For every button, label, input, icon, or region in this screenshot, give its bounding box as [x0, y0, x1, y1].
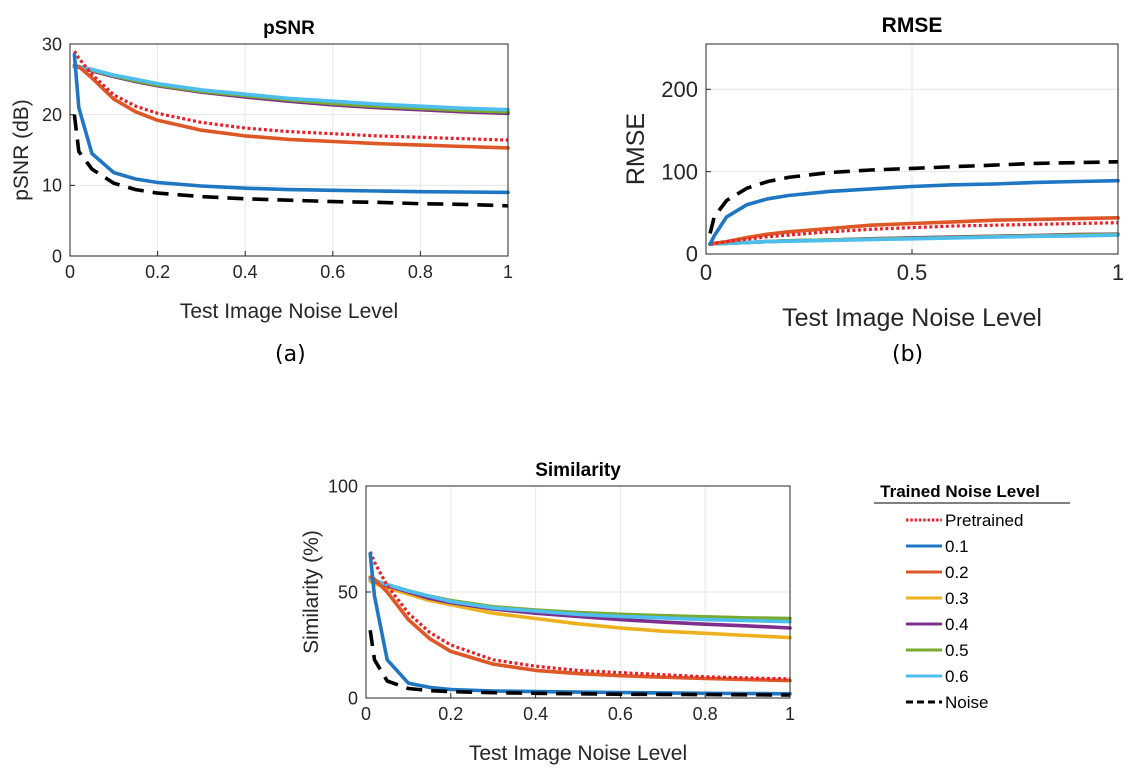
- psnr-xtick-label: 0: [65, 262, 75, 282]
- psnr-ytick-label: 20: [42, 105, 62, 125]
- rmse-xtick-label: 1: [1112, 260, 1124, 285]
- psnr-series-0-6: [72, 64, 510, 112]
- similarity-ylabel: Similarity (%): [300, 530, 323, 654]
- similarity-series-0-2: [368, 575, 792, 683]
- legend-title: Trained Noise Level: [880, 482, 1040, 501]
- psnr-axes-box: [69, 43, 509, 257]
- caption-a: (a): [275, 342, 306, 367]
- rmse-series-0-1: [708, 178, 1120, 246]
- rmse-ylabel: RMSE: [622, 113, 650, 185]
- similarity-series-pretrained: [368, 551, 791, 681]
- psnr-series-0-5: [72, 64, 510, 114]
- psnr-xtick-label: 0.8: [408, 262, 433, 282]
- similarity-xlabel: Test Image Noise Level: [469, 742, 687, 765]
- legend-label-0-3: 0.3: [945, 589, 969, 608]
- similarity-ytick-label: 50: [338, 582, 358, 602]
- psnr-title: pSNR: [263, 18, 315, 39]
- chart-similarity: 0 0.2 0.4 0.6 0.8 1 0 50 100 Similarity Test Image…: [300, 460, 795, 765]
- psnr-xtick-label: 0.2: [145, 262, 170, 282]
- rmse-ytick-label: 200: [661, 77, 698, 102]
- psnr-series-pretrained: [73, 50, 509, 142]
- rmse-xtick-label: 0.5: [897, 260, 928, 285]
- similarity-xtick-label: 0.8: [693, 704, 718, 724]
- rmse-series-pretrained: [709, 221, 1119, 246]
- similarity-ytick-label: 0: [348, 688, 358, 708]
- psnr-ytick-label: 30: [42, 34, 62, 54]
- chart-rmse: 0 0.5 1 0 100 200 RMSE Test Image Noise Level RM…: [622, 14, 1124, 332]
- rmse-title: RMSE: [882, 14, 943, 37]
- legend-label-pretrained: Pretrained: [945, 511, 1023, 530]
- similarity-xtick-label: 0.2: [438, 704, 463, 724]
- psnr-series-noise: [72, 114, 509, 208]
- rmse-ytick-label: 100: [661, 159, 698, 184]
- legend-label-0-6: 0.6: [945, 667, 969, 686]
- rmse-series-0-2: [708, 216, 1120, 246]
- psnr-xlabel: Test Image Noise Level: [180, 300, 398, 323]
- similarity-ytick-label: 100: [328, 476, 358, 496]
- psnr-xtick-label: 1: [503, 262, 513, 282]
- rmse-axes-box: [705, 43, 1119, 255]
- similarity-xtick-label: 1: [785, 704, 795, 724]
- legend-label-0-1: 0.1: [945, 537, 969, 556]
- psnr-ytick-label: 0: [52, 246, 62, 266]
- similarity-xtick-label: 0.4: [523, 704, 548, 724]
- legend-label-0-2: 0.2: [945, 563, 969, 582]
- psnr-xtick-label: 0.4: [233, 262, 258, 282]
- rmse-ytick-label: 0: [686, 242, 698, 267]
- similarity-xtick-label: 0: [361, 704, 371, 724]
- similarity-title: Similarity: [535, 460, 621, 481]
- rmse-xlabel: Test Image Noise Level: [782, 304, 1042, 332]
- psnr-ytick-label: 10: [42, 176, 62, 196]
- rmse-xtick-label: 0: [700, 260, 712, 285]
- psnr-series-0-1: [72, 52, 510, 195]
- psnr-ylabel: pSNR (dB): [10, 99, 33, 201]
- similarity-series-0-3: [368, 579, 792, 640]
- psnr-series-0-2: [72, 63, 510, 150]
- legend-label-0-4: 0.4: [945, 615, 969, 634]
- similarity-series-0-6: [368, 577, 792, 624]
- legend: Trained Noise Level Pretrained 0.1 0.2 0.3 0…: [874, 482, 1070, 712]
- similarity-xtick-label: 0.6: [608, 704, 633, 724]
- legend-label-noise: Noise: [945, 693, 988, 712]
- rmse-series-0-6: [708, 233, 1120, 246]
- legend-label-0-5: 0.5: [945, 641, 969, 660]
- psnr-xtick-label: 0.6: [320, 262, 345, 282]
- caption-b: (b): [892, 342, 924, 367]
- similarity-axes-box: [365, 485, 791, 699]
- similarity-series-noise: [368, 629, 791, 697]
